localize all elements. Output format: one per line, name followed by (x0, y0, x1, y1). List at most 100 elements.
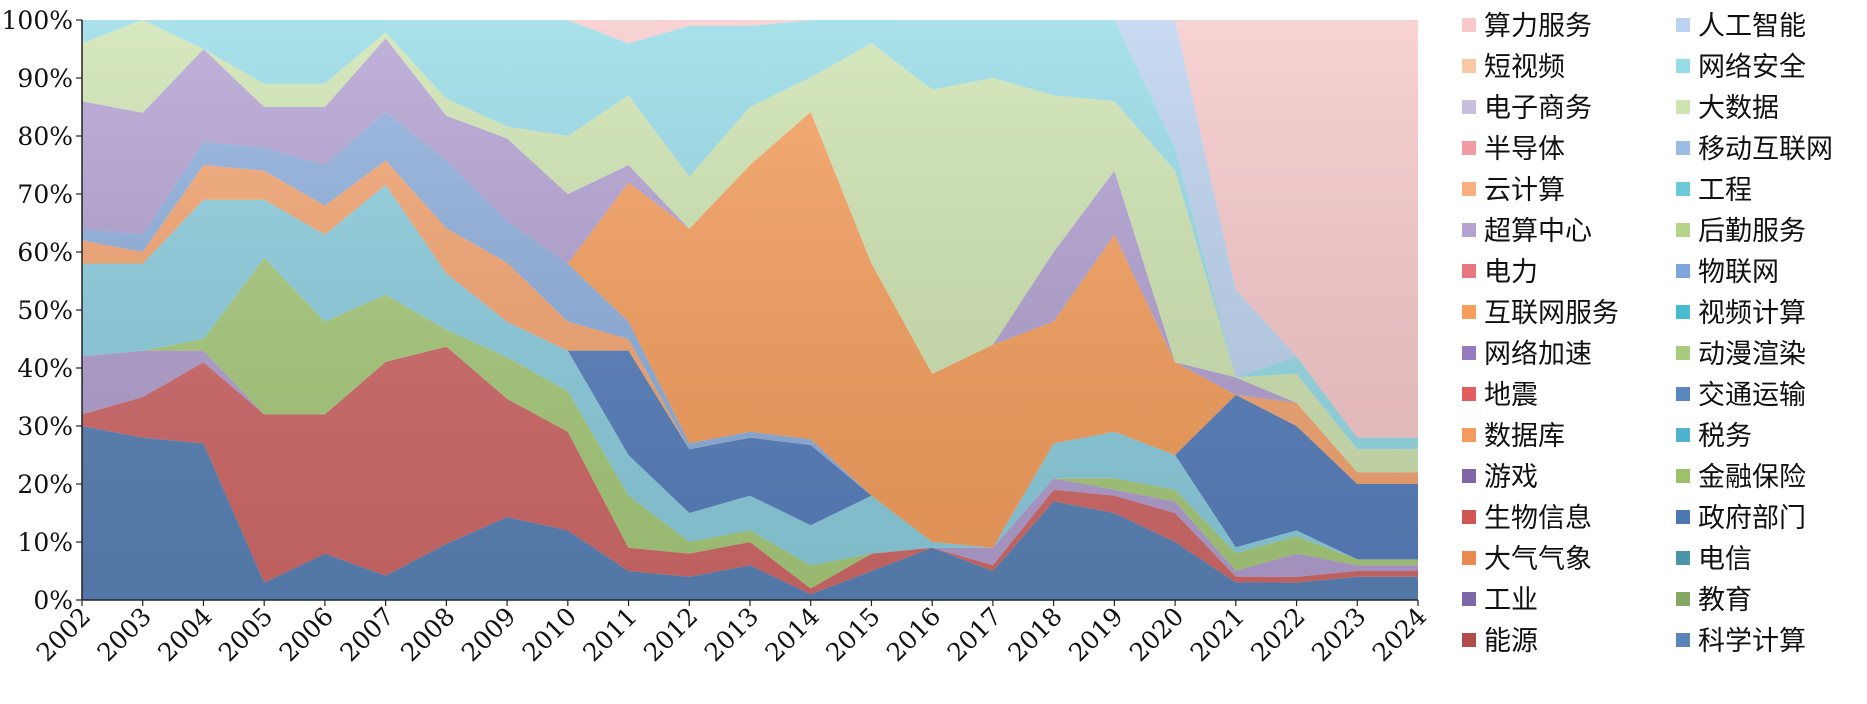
x-tick-label: 2016 (881, 602, 946, 667)
legend-swatch (1676, 264, 1690, 278)
legend-swatch (1676, 141, 1690, 155)
x-tick-label: 2008 (395, 602, 460, 667)
legend-label: 算力服务 (1484, 11, 1592, 42)
legend-label: 大气气象 (1484, 544, 1592, 575)
legend-label: 物联网 (1698, 257, 1779, 288)
legend-label: 网络安全 (1698, 52, 1806, 83)
y-tick-label: 100% (2, 6, 73, 35)
legend-label: 电力 (1484, 257, 1538, 288)
x-tick-label: 2018 (1002, 602, 1067, 667)
y-tick-label: 90% (17, 64, 73, 93)
legend-swatch (1462, 100, 1476, 114)
y-tick-label: 60% (17, 238, 73, 267)
legend-swatch (1462, 59, 1476, 73)
x-tick-label: 2004 (152, 602, 217, 667)
x-tick-label: 2022 (1245, 602, 1310, 667)
legend: 算力服务短视频电子商务半导体云计算超算中心电力互联网服务网络加速地震数据库游戏生… (1462, 11, 1833, 657)
x-tick-label: 2017 (942, 602, 1007, 667)
legend-swatch (1676, 551, 1690, 565)
legend-swatch (1676, 100, 1690, 114)
legend-swatch (1676, 346, 1690, 360)
x-tick-label: 2023 (1306, 602, 1371, 667)
y-tick-label: 50% (17, 296, 73, 325)
legend-label: 人工智能 (1698, 11, 1806, 42)
legend-swatch (1462, 346, 1476, 360)
x-tick-label: 2020 (1124, 602, 1189, 667)
legend-swatch (1676, 387, 1690, 401)
legend-label: 教育 (1698, 585, 1752, 616)
y-tick-label: 70% (17, 180, 73, 209)
x-tick-label: 2007 (334, 602, 399, 667)
legend-swatch (1676, 510, 1690, 524)
legend-label: 大数据 (1698, 93, 1779, 124)
y-tick-label: 40% (17, 354, 73, 383)
legend-swatch (1676, 59, 1690, 73)
legend-swatch (1462, 469, 1476, 483)
legend-label: 工业 (1484, 585, 1538, 616)
x-tick-label: 2009 (456, 602, 521, 667)
x-tick-label: 2011 (577, 602, 642, 667)
area-layers (82, 20, 1418, 600)
legend-swatch (1676, 633, 1690, 647)
y-tick-label: 80% (17, 122, 73, 151)
legend-swatch (1676, 305, 1690, 319)
legend-swatch (1676, 592, 1690, 606)
legend-label: 游戏 (1484, 462, 1538, 493)
legend-label: 工程 (1698, 175, 1752, 206)
legend-swatch (1462, 18, 1476, 32)
legend-swatch (1676, 18, 1690, 32)
shading-overlay (82, 20, 1418, 600)
y-tick-label: 10% (17, 528, 73, 557)
x-tick-label: 2021 (1185, 602, 1250, 667)
legend-label: 短视频 (1484, 52, 1565, 83)
legend-swatch (1462, 264, 1476, 278)
legend-swatch (1462, 592, 1476, 606)
x-tick-label: 2015 (820, 602, 885, 667)
legend-swatch (1462, 141, 1476, 155)
legend-label: 能源 (1484, 626, 1538, 657)
x-tick-label: 2003 (91, 602, 156, 667)
legend-swatch (1676, 428, 1690, 442)
legend-label: 动漫渲染 (1698, 339, 1806, 370)
x-tick-label: 2013 (699, 602, 764, 667)
legend-swatch (1676, 469, 1690, 483)
legend-label: 政府部门 (1698, 503, 1806, 534)
legend-label: 移动互联网 (1698, 134, 1833, 165)
legend-label: 交通运输 (1698, 380, 1806, 411)
legend-label: 数据库 (1484, 421, 1565, 452)
x-tick-label: 2024 (1367, 602, 1432, 667)
legend-label: 电子商务 (1484, 93, 1592, 124)
x-tick-label: 2010 (517, 602, 582, 667)
legend-label: 金融保险 (1698, 462, 1806, 493)
legend-swatch (1462, 428, 1476, 442)
legend-label: 互联网服务 (1484, 298, 1619, 329)
legend-swatch (1676, 182, 1690, 196)
x-tick-label: 2005 (213, 602, 278, 667)
legend-swatch (1462, 387, 1476, 401)
x-tick-label: 2006 (274, 602, 339, 667)
legend-swatch (1462, 223, 1476, 237)
legend-swatch (1676, 223, 1690, 237)
legend-label: 地震 (1484, 380, 1538, 411)
legend-label: 科学计算 (1698, 626, 1806, 657)
legend-label: 生物信息 (1484, 503, 1592, 534)
x-tick-label: 2014 (759, 602, 824, 667)
legend-label: 税务 (1698, 421, 1752, 452)
legend-label: 超算中心 (1484, 216, 1592, 247)
legend-swatch (1462, 305, 1476, 319)
legend-label: 云计算 (1484, 175, 1565, 206)
legend-label: 半导体 (1484, 134, 1565, 165)
x-tick-label: 2019 (1063, 602, 1128, 667)
legend-label: 电信 (1698, 544, 1752, 575)
legend-label: 视频计算 (1698, 298, 1806, 329)
legend-swatch (1462, 182, 1476, 196)
y-tick-label: 30% (17, 412, 73, 441)
y-tick-label: 20% (17, 470, 73, 499)
legend-label: 后勤服务 (1698, 216, 1806, 247)
y-tick-label: 0% (33, 586, 73, 615)
x-tick-label: 2012 (638, 602, 703, 667)
legend-swatch (1462, 633, 1476, 647)
legend-swatch (1462, 510, 1476, 524)
